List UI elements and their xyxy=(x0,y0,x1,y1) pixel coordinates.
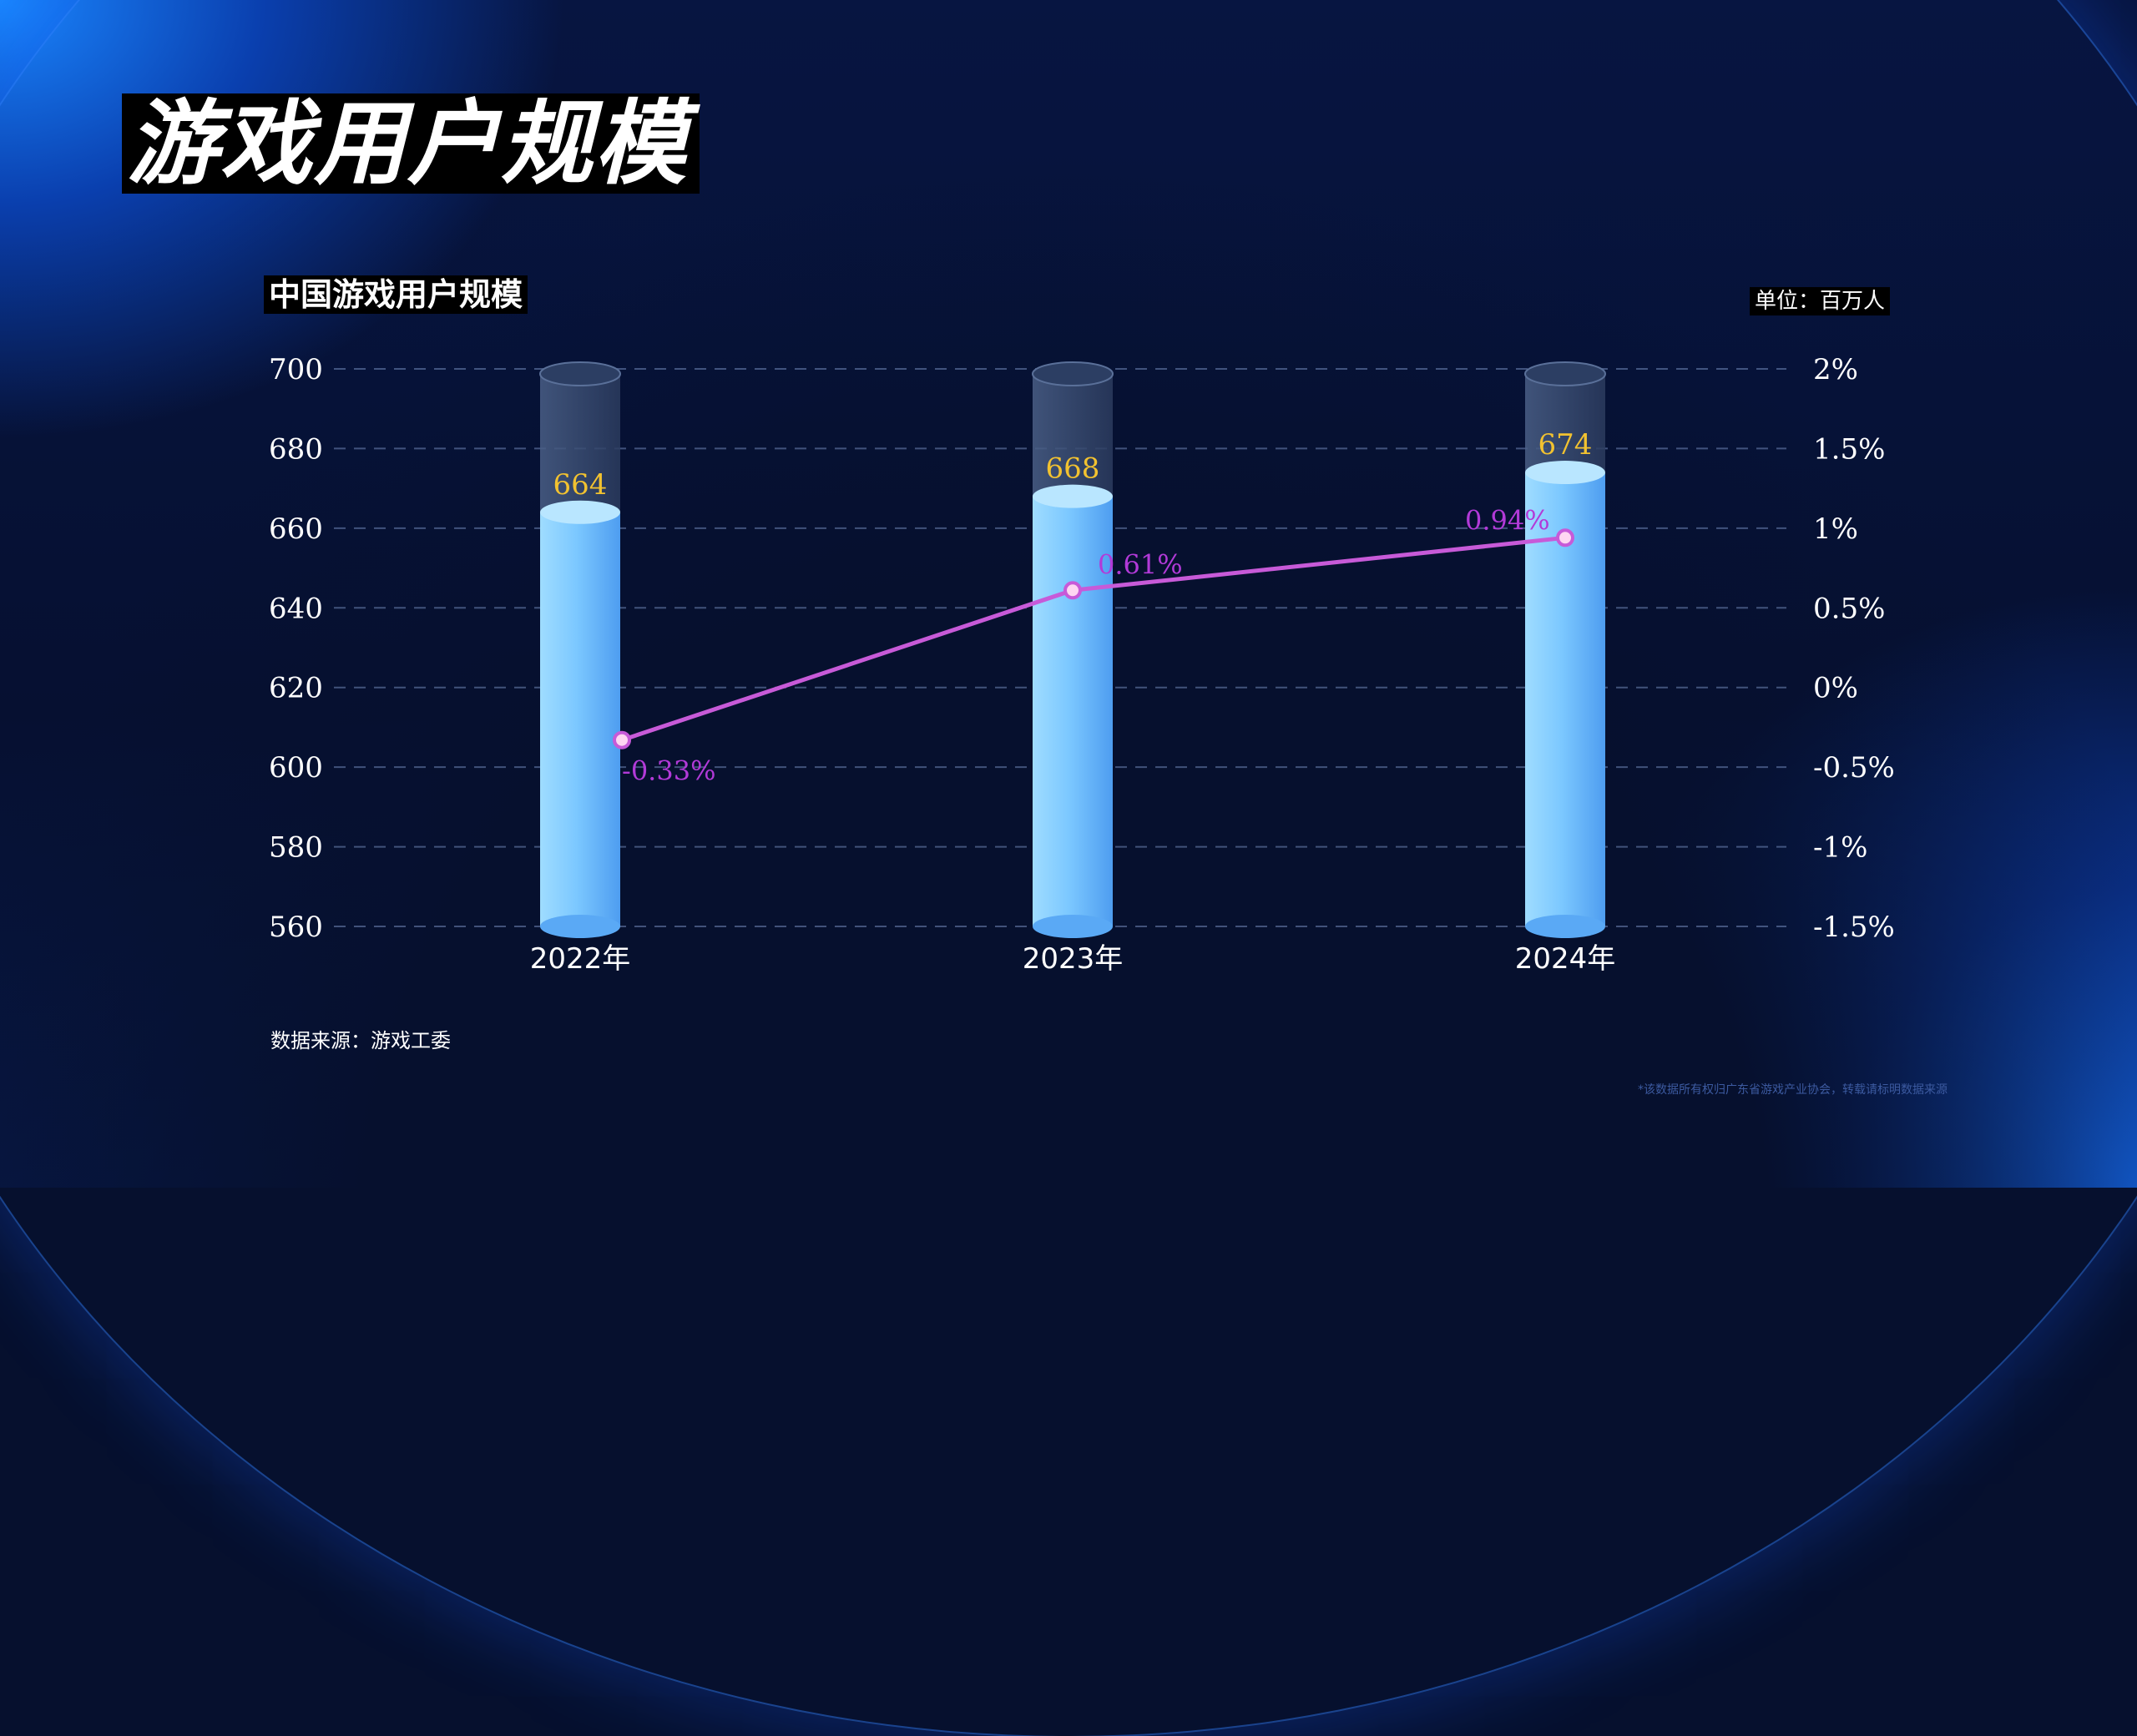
y-axis-left: 700 680 660 640 620 600 580 560 xyxy=(269,353,323,944)
growth-line: -0.33% 0.61% 0.94% xyxy=(613,504,1574,787)
bar-bottom xyxy=(1033,915,1113,938)
bar-cylinder: 674 xyxy=(1524,361,1606,938)
bar-bottom xyxy=(540,915,620,938)
bar-track-top xyxy=(1524,361,1606,386)
source-label: 数据来源：游戏工委 xyxy=(270,1029,451,1052)
y-tick-label: 640 xyxy=(269,592,323,625)
x-axis: 2022年 2023年 2024年 xyxy=(530,942,1616,976)
unit-label: 单位：百万人 xyxy=(1750,287,1891,315)
y2-tick-label: 2% xyxy=(1813,353,1858,386)
y-tick-label: 600 xyxy=(269,751,323,785)
bar-cylinder: 668 xyxy=(1032,361,1114,938)
bar-track-top xyxy=(539,361,621,386)
y2-tick-label: -1.5% xyxy=(1813,911,1895,944)
y-tick-label: 680 xyxy=(269,432,323,466)
bar-value-label: 674 xyxy=(1538,428,1593,462)
x-tick-label: 2023年 xyxy=(1023,942,1124,976)
bar-value-label: 668 xyxy=(1046,452,1100,486)
bar-line-chart: 700 680 660 640 620 600 580 560 2% 1.5% 1% 0.5% 0% -… xyxy=(269,353,1895,976)
bar-top xyxy=(540,500,620,524)
bar xyxy=(1033,496,1113,926)
y-tick-label: 560 xyxy=(269,911,323,944)
growth-point xyxy=(613,730,631,749)
bar-value-label: 664 xyxy=(553,468,608,502)
bar-top xyxy=(1033,484,1113,508)
bar xyxy=(540,512,620,926)
y2-tick-label: 1.5% xyxy=(1813,432,1885,466)
y-tick-label: 660 xyxy=(269,512,323,546)
growth-point xyxy=(1063,581,1082,600)
x-tick-label: 2022年 xyxy=(530,942,631,976)
bar-track-top xyxy=(1032,361,1114,386)
growth-label: 0.61% xyxy=(1098,548,1183,580)
bar-bottom xyxy=(1525,915,1605,938)
page-title: 游戏用户规模 xyxy=(122,93,700,194)
growth-point xyxy=(1556,528,1574,548)
growth-label: 0.94% xyxy=(1465,504,1550,536)
y2-tick-label: -0.5% xyxy=(1813,751,1895,785)
bar xyxy=(1525,472,1605,926)
y-tick-label: 620 xyxy=(269,672,323,705)
copyright-note: *该数据所有权归广东省游戏产业协会，转载请标明数据来源 xyxy=(1638,1083,1948,1097)
y-tick-label: 700 xyxy=(269,353,323,386)
y2-tick-label: 0% xyxy=(1813,672,1858,705)
growth-label: -0.33% xyxy=(622,755,715,787)
y2-tick-label: 0.5% xyxy=(1813,592,1885,625)
bar-top xyxy=(1525,461,1605,485)
bar-cylinder: 664 xyxy=(539,361,621,938)
x-tick-label: 2024年 xyxy=(1515,942,1616,976)
bars: 664 668 674 xyxy=(539,361,1606,938)
y-tick-label: 580 xyxy=(269,831,323,865)
y-axis-right: 2% 1.5% 1% 0.5% 0% -0.5% -1% -1.5% xyxy=(1813,353,1895,944)
y2-tick-label: -1% xyxy=(1813,831,1867,865)
y2-tick-label: 1% xyxy=(1813,512,1858,546)
chart-title: 中国游戏用户规模 xyxy=(264,275,528,314)
